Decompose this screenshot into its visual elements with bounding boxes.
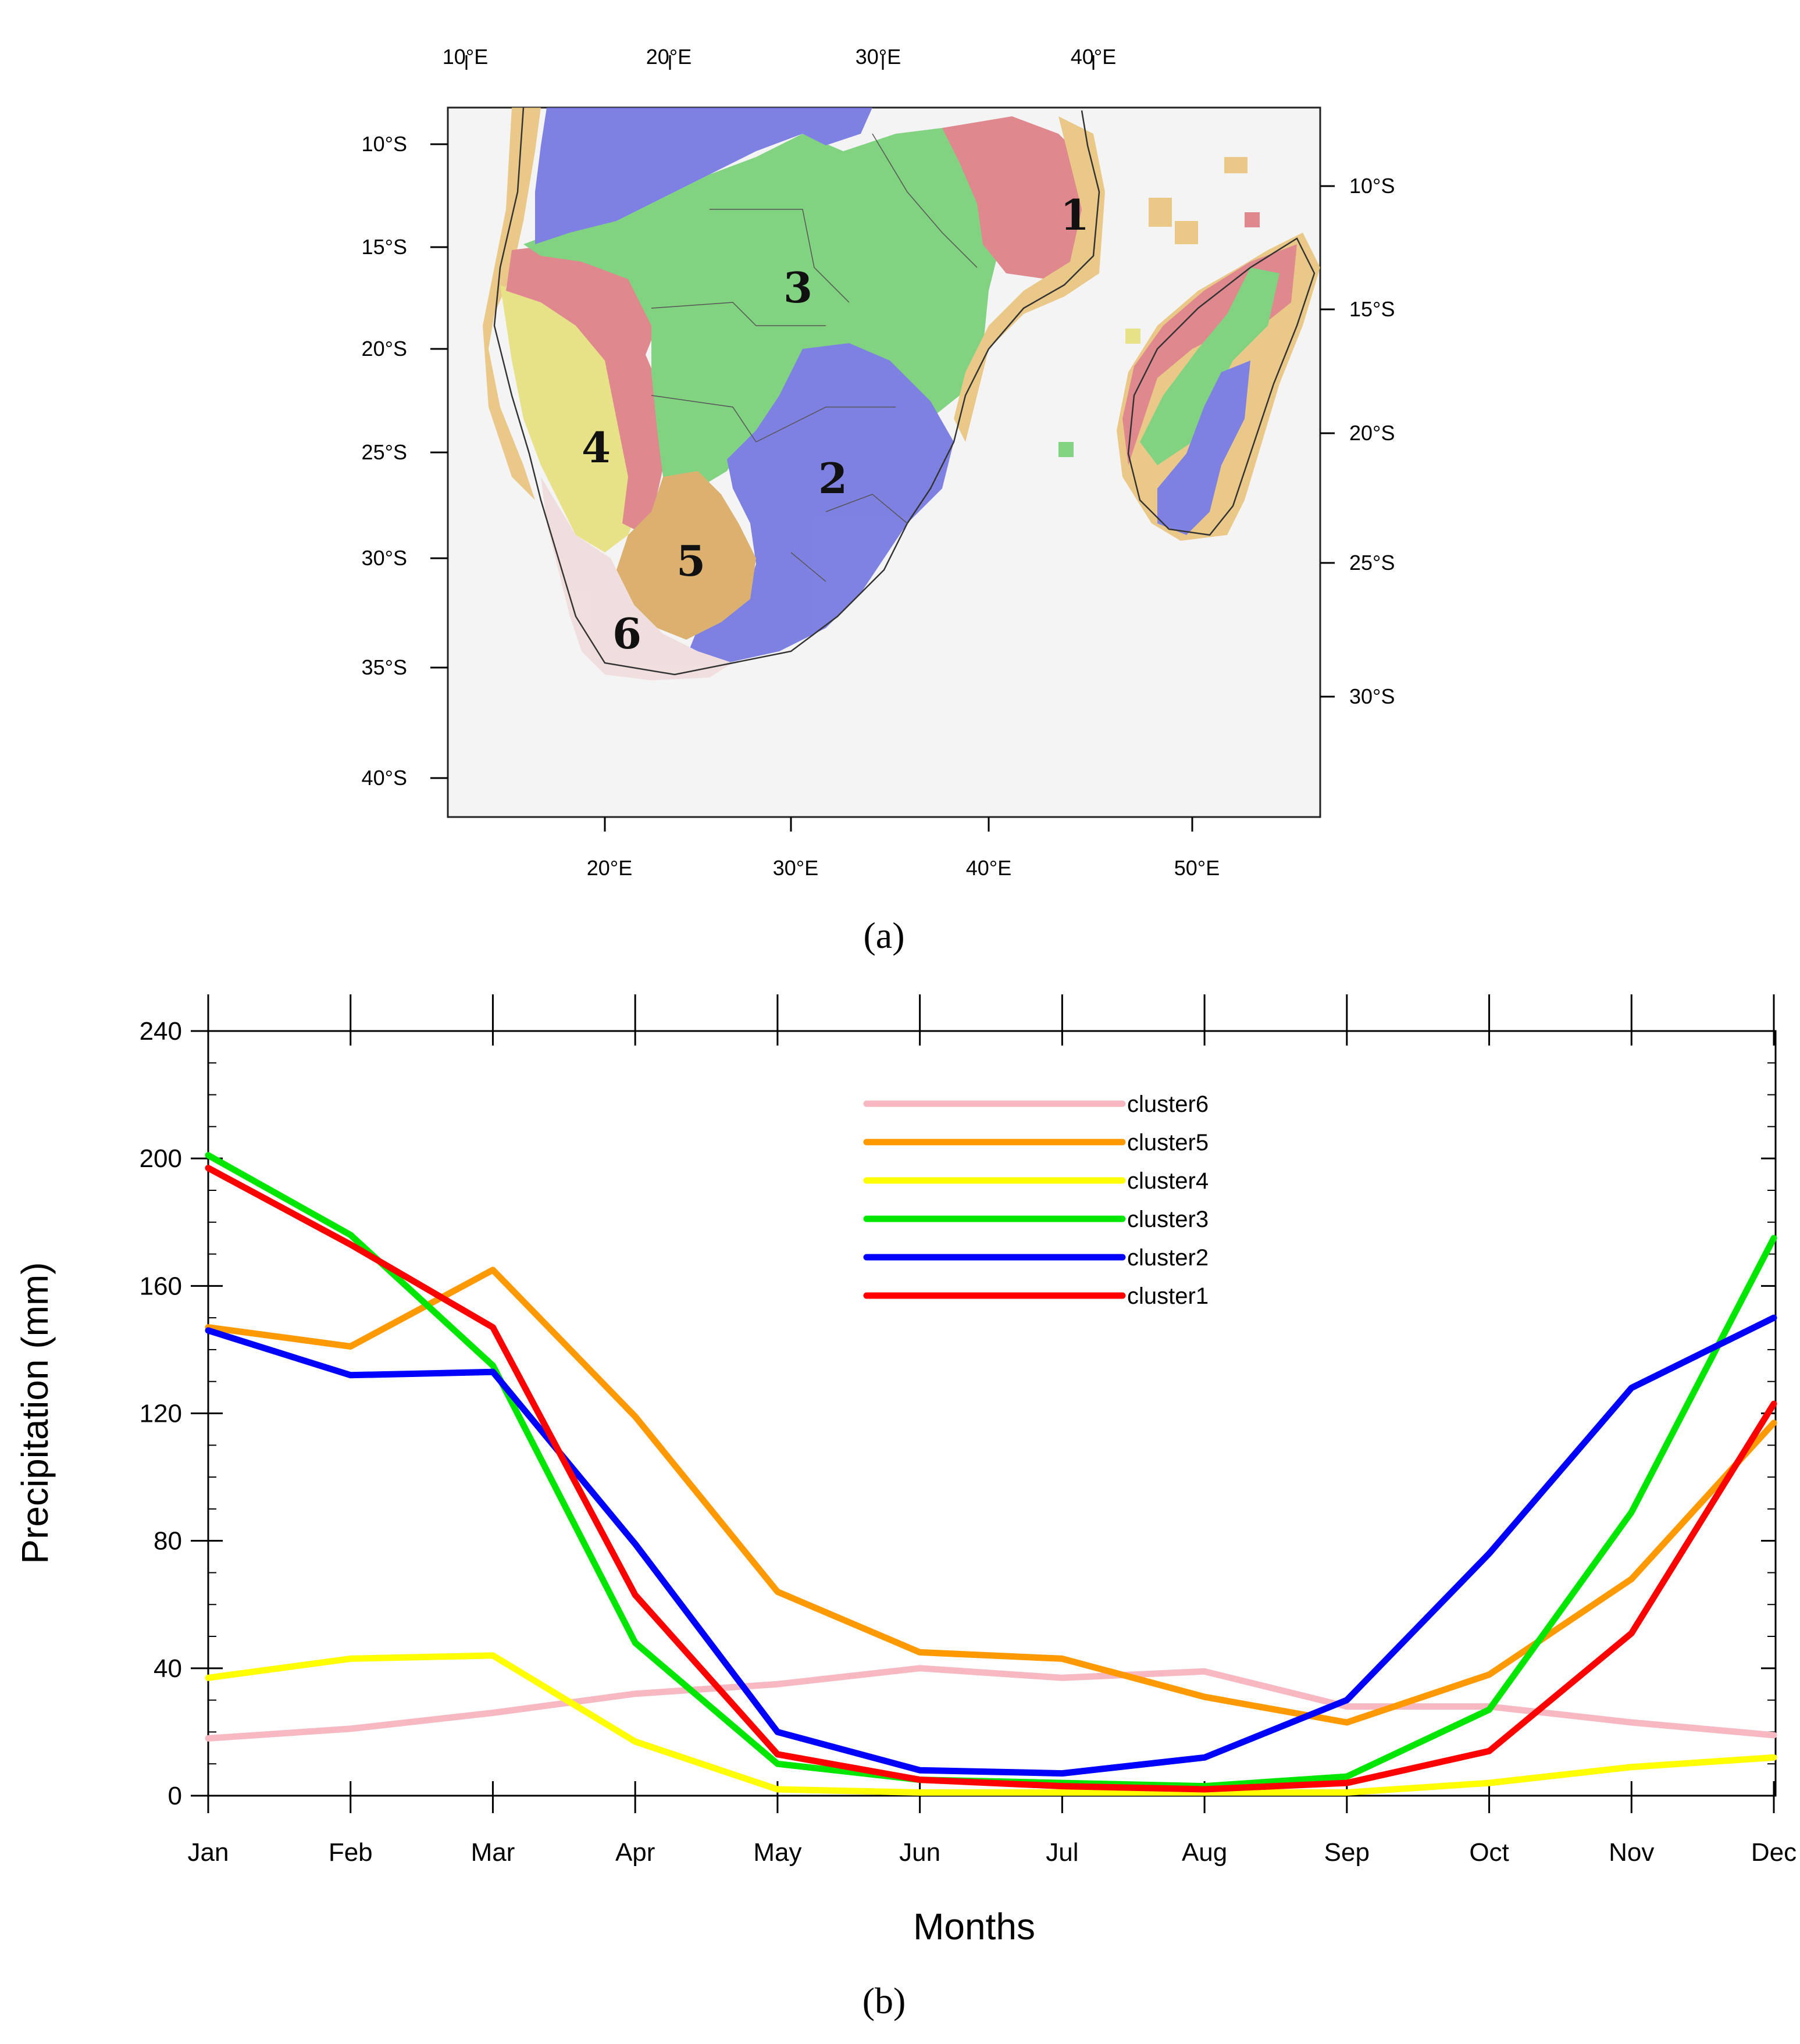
series-line-cluster6 <box>205 1665 1777 1742</box>
region-cluster5 <box>616 471 756 640</box>
series-lines <box>205 1152 1777 1796</box>
map-right-ticks <box>1320 185 1335 698</box>
x-tick-label: Oct <box>1469 1838 1509 1867</box>
island-comoros-a <box>1149 198 1172 227</box>
series-line-cluster1 <box>205 1165 1777 1793</box>
cluster-label-5: 5 <box>676 536 705 586</box>
region-cluster1-west <box>506 244 669 535</box>
series-line-cluster5 <box>205 1267 1777 1726</box>
legend-label-cluster5: cluster5 <box>1127 1130 1209 1155</box>
cluster-label-4: 4 <box>582 423 611 472</box>
series-line-cluster4 <box>205 1652 1777 1796</box>
legend: cluster6 cluster5 cluster4 cluster3 cluster2… <box>863 1091 1209 1309</box>
axis-major-ticks <box>191 994 1776 1813</box>
map-bottom-lon-label-30e: 30°E <box>773 856 818 880</box>
y-tick-labels: 0 40 80 120 160 200 240 <box>140 1017 182 1810</box>
x-tick-label: Aug <box>1182 1838 1227 1867</box>
precipitation-chart: 0 40 80 120 160 200 240 Jan Feb Mar Apr May Jun Jul A… <box>14 994 1797 2021</box>
map-left-lat-label-25s: 25°S <box>362 440 407 464</box>
x-tick-label: Jun <box>899 1838 940 1867</box>
cluster-label-6: 6 <box>612 609 641 658</box>
x-tick-label: Feb <box>329 1838 373 1867</box>
legend-label-cluster4: cluster4 <box>1127 1168 1209 1194</box>
map-bottom-lon-label-40e: 40°E <box>966 856 1011 880</box>
map-left-lat-label-40s: 40°S <box>362 766 407 790</box>
region-cluster1-east <box>942 116 1093 279</box>
map-left-lat-label-30s: 30°S <box>362 546 407 570</box>
x-tick-label: Apr <box>615 1838 655 1867</box>
map-right-lat-label-15s: 15°S <box>1349 297 1395 321</box>
country-borders <box>651 133 978 582</box>
y-tick-label: 160 <box>140 1272 182 1300</box>
cluster-label-3: 3 <box>783 263 812 312</box>
x-tick-label: Jul <box>1046 1838 1078 1867</box>
map-top-lon-label-20e: 20°E <box>646 45 692 69</box>
x-tick-label: Mar <box>471 1838 515 1867</box>
region-cluster3 <box>523 128 1000 488</box>
island-small-red <box>1245 212 1260 227</box>
region-cluster2-south <box>686 343 954 663</box>
island-comoros-b <box>1175 221 1198 244</box>
region-cluster5-east-coast <box>954 116 1105 442</box>
x-axis-title: Months <box>913 1906 1035 1947</box>
y-tick-label: 80 <box>154 1527 182 1556</box>
map-top-lon-label-40e: 40°E <box>1071 45 1116 69</box>
plot-frame <box>207 1030 1777 1797</box>
y-tick-label: 240 <box>140 1017 182 1046</box>
map-bottom-lon-label-20e: 20°E <box>587 856 632 880</box>
map-top-lon-label-10e: 10°E <box>443 45 488 69</box>
map-left-lat-label-35s: 35°S <box>362 655 407 679</box>
x-tick-label: May <box>753 1838 801 1867</box>
map-right-lat-label-20s: 20°S <box>1349 421 1395 445</box>
map-regions <box>483 108 1320 680</box>
cluster-label-2: 2 <box>818 454 847 503</box>
region-cluster2-north <box>535 108 872 244</box>
x-tick-label: Nov <box>1609 1838 1654 1867</box>
cluster-map-panel: 10°E 20°E 30°E 40°E 20°E 30°E 40°E 50°E … <box>362 45 1395 956</box>
x-tick-label: Sep <box>1324 1838 1370 1867</box>
map-bottom-lon-label-50e: 50°E <box>1174 856 1220 880</box>
map-bottom-ticks <box>604 817 1193 832</box>
legend-label-cluster2: cluster2 <box>1127 1245 1209 1271</box>
map-top-ticks <box>465 55 1095 70</box>
y-tick-label: 200 <box>140 1144 182 1173</box>
region-cluster5-west-coast <box>483 108 541 500</box>
map-right-lat-label-25s: 25°S <box>1349 551 1395 575</box>
map-left-lat-label-20s: 20°S <box>362 337 407 361</box>
map-top-lon-label-30e: 30°E <box>856 45 901 69</box>
panel-b-label: (b) <box>862 1980 906 2021</box>
y-axis-title: Precipitation (mm) <box>14 1262 56 1564</box>
island-small-green <box>1058 442 1074 457</box>
y-tick-label: 120 <box>140 1400 182 1428</box>
africa-coastline <box>493 107 1100 676</box>
map-left-ticks <box>430 143 448 779</box>
cluster-label-1: 1 <box>1060 190 1089 240</box>
series-line-cluster2 <box>205 1314 1777 1777</box>
x-tick-label: Jan <box>188 1838 229 1867</box>
panel-a-label: (a) <box>863 915 904 956</box>
y-tick-label: 0 <box>168 1782 182 1810</box>
madagascar-coastline <box>1127 237 1316 536</box>
legend-label-cluster1: cluster1 <box>1127 1283 1209 1309</box>
map-right-lat-label-10s: 10°S <box>1349 174 1395 198</box>
island-seychelles <box>1224 157 1247 173</box>
region-madagascar-green <box>1140 267 1279 465</box>
island-small-yellow <box>1125 329 1140 344</box>
legend-label-cluster6: cluster6 <box>1127 1091 1209 1117</box>
x-tick-label: Dec <box>1751 1838 1797 1867</box>
map-right-lat-label-30s: 30°S <box>1349 684 1395 708</box>
legend-label-cluster3: cluster3 <box>1127 1207 1209 1232</box>
coastlines <box>493 107 1316 676</box>
map-left-lat-label-10s: 10°S <box>362 132 407 156</box>
series-line-cluster3 <box>205 1152 1777 1790</box>
region-cluster6 <box>541 477 733 680</box>
x-tick-labels: Jan Feb Mar Apr May Jun Jul Aug Sep Oct Nov Dec <box>188 1838 1797 1867</box>
region-madagascar-blue <box>1157 361 1250 535</box>
map-left-lat-label-15s: 15°S <box>362 235 407 259</box>
y-tick-label: 40 <box>154 1654 182 1683</box>
